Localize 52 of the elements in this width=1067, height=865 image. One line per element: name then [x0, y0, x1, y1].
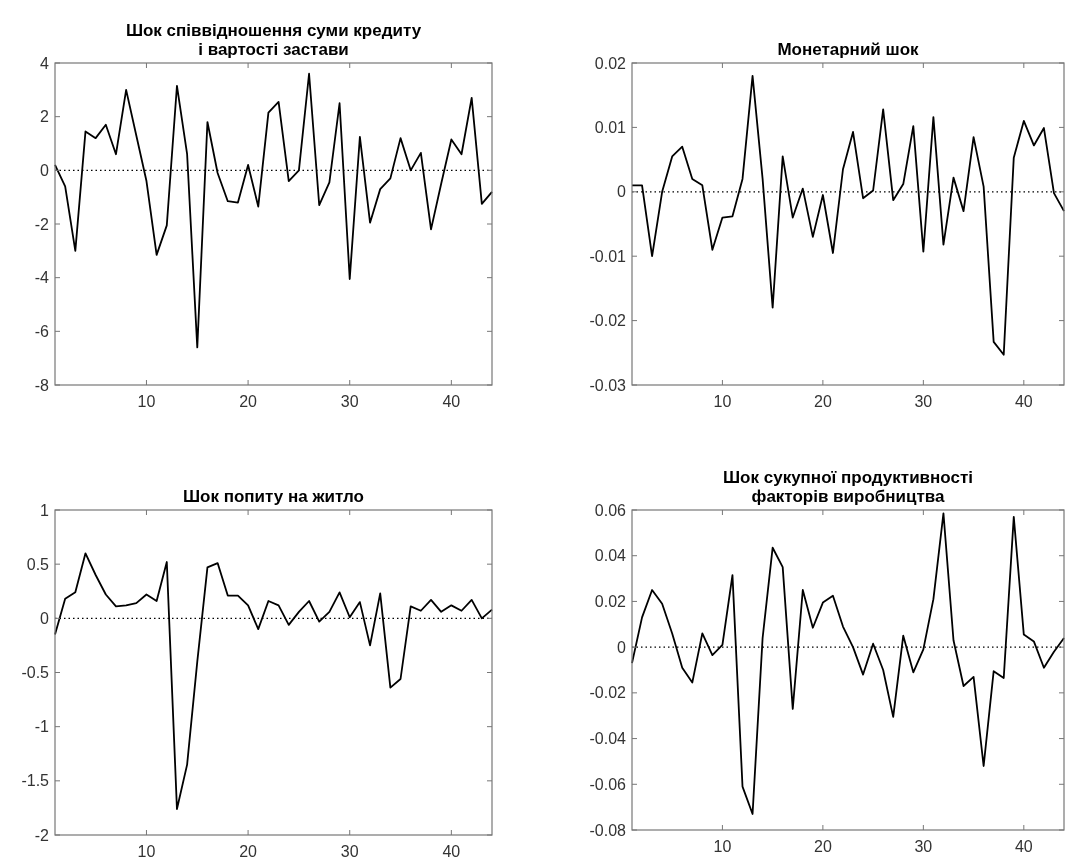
- x-tick-label: 10: [137, 843, 156, 860]
- y-tick-label: 0.5: [26, 555, 50, 573]
- y-tick-label: -0.03: [589, 376, 627, 394]
- y-tick-label: -8: [34, 376, 50, 394]
- x-tick-label: 20: [813, 838, 832, 855]
- chart-title: Монетарний шок: [777, 40, 920, 59]
- y-tick-label: 0.04: [594, 547, 627, 565]
- y-tick-label: -0.06: [589, 775, 627, 793]
- y-tick-label: -1: [34, 718, 50, 736]
- x-tick-label: 20: [239, 393, 258, 410]
- x-tick-label: 20: [239, 843, 258, 860]
- x-tick-label: 40: [442, 843, 461, 860]
- y-tick-label: 0: [40, 161, 50, 179]
- y-tick-label: -0.08: [589, 821, 627, 839]
- x-tick-label: 30: [914, 393, 933, 410]
- y-tick-label: -0.01: [589, 247, 627, 265]
- y-tick-label: 1: [40, 501, 50, 519]
- y-tick-label: 0.02: [594, 54, 627, 72]
- y-tick-label: 0.02: [594, 593, 627, 611]
- y-tick-label: -2: [34, 826, 50, 844]
- chart-title: Шок сукупної продуктивності факторів виробництва: [723, 468, 973, 506]
- y-tick-label: -1.5: [21, 772, 50, 790]
- x-tick-label: 30: [340, 393, 359, 410]
- y-tick-label: 0: [617, 638, 627, 656]
- x-tick-label: 30: [340, 843, 359, 860]
- y-tick-label: -0.5: [21, 664, 50, 682]
- y-tick-label: -0.02: [589, 684, 627, 702]
- x-tick-label: 40: [442, 393, 461, 410]
- x-tick-label: 20: [813, 393, 832, 410]
- chart-title: Шок попиту на житло: [182, 487, 365, 506]
- chart-title: Шок співвідношення суми кредиту і вартості застави: [125, 21, 422, 59]
- x-tick-label: 10: [713, 838, 732, 855]
- y-tick-label: 4: [40, 54, 50, 72]
- y-tick-label: -2: [34, 215, 50, 233]
- y-tick-label: -0.04: [589, 730, 627, 748]
- y-tick-label: 2: [40, 108, 50, 126]
- x-tick-label: 40: [1014, 393, 1033, 410]
- x-tick-label: 40: [1014, 838, 1033, 855]
- line-series: [631, 74, 1065, 356]
- x-tick-label: 10: [137, 393, 156, 410]
- x-tick-label: 30: [914, 838, 933, 855]
- y-tick-label: 0: [40, 609, 50, 627]
- x-tick-label: 10: [713, 393, 732, 410]
- line-series: [54, 552, 493, 810]
- y-tick-label: 0: [617, 183, 627, 201]
- line-series: [631, 512, 1065, 815]
- line-series: [54, 72, 493, 349]
- y-tick-label: -0.02: [589, 312, 627, 330]
- y-tick-label: 0.01: [594, 119, 627, 136]
- y-tick-label: -6: [34, 322, 50, 340]
- y-tick-label: -4: [34, 269, 50, 287]
- y-tick-label: 0.06: [594, 501, 627, 519]
